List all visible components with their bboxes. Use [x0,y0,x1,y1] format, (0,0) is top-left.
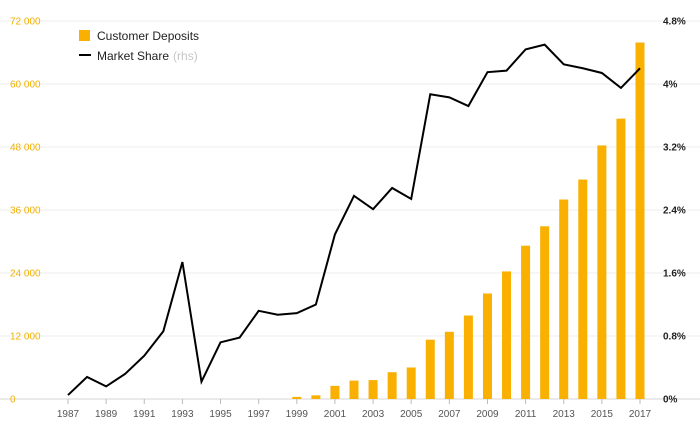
y-tick-label-right: 0% [663,395,678,406]
y-tick-label-left: 36 000 [10,206,41,217]
y-tick-label-left: 60 000 [10,80,41,91]
bar [635,42,645,400]
legend-label-market-share: Market Share (rhs) [97,49,198,63]
y-tick-label-left: 48 000 [10,143,41,154]
x-tick-label: 1991 [133,409,156,420]
x-tick-label: 2005 [400,409,423,420]
x-tick-label: 2009 [476,409,499,420]
y-tick-label-left: 0 [10,395,16,406]
bar [482,293,492,399]
bar [540,226,550,399]
bar [463,315,473,399]
bar [597,145,607,399]
bar [425,339,435,399]
x-tick-label: 2007 [438,409,461,420]
y-tick-label-left: 24 000 [10,269,41,280]
x-tick-label: 1987 [57,409,80,420]
bar [311,395,321,399]
y-tick-label-right: 3.2% [663,143,686,154]
bar [292,396,302,399]
bar [559,199,569,399]
bar [521,245,531,399]
y-tick-label-right: 1.6% [663,269,686,280]
market-share-line [67,43,641,396]
legend-label-market-share-name: Market Share [97,49,169,63]
legend: Customer Deposits Market Share (rhs) [79,29,199,63]
y-tick-label-left: 72 000 [10,17,41,28]
line-series [67,43,641,396]
x-tick-label: 1993 [171,409,194,420]
x-tick-label: 1997 [248,409,271,420]
bar [578,179,588,399]
y-tick-label-right: 2.4% [663,206,686,217]
bar [387,372,397,399]
x-tick-label: 1995 [209,409,232,420]
axes: 0 12 000 24 000 36 000 48 000 60 000 72 000 0% 0… [10,17,686,421]
y-tick-label-right: 0.8% [663,332,686,343]
x-tick-label: 1989 [95,409,118,420]
legend-label-deposits: Customer Deposits [97,29,199,43]
bar [616,118,626,400]
bar [444,331,454,399]
bar-series [292,42,645,400]
x-tick-label: 2011 [515,409,537,420]
y-tick-label-right: 4% [663,80,678,91]
bar [368,380,378,399]
bar [330,385,340,399]
bar [349,380,359,399]
x-tick-label: 2015 [591,409,614,420]
x-tick-label: 2003 [362,409,385,420]
legend-label-market-share-suffix: (rhs) [173,49,198,63]
y-tick-label-right: 4.8% [663,17,686,28]
x-tick-label: 1999 [286,409,309,420]
gridlines [0,20,700,400]
bar [502,271,512,399]
x-tick-label: 2001 [324,409,347,420]
bar [406,367,416,399]
y-tick-label-left: 12 000 [10,332,41,343]
x-tick-label: 2013 [553,409,576,420]
legend-swatch-deposits [79,30,90,41]
x-tick-label: 2017 [629,409,652,420]
